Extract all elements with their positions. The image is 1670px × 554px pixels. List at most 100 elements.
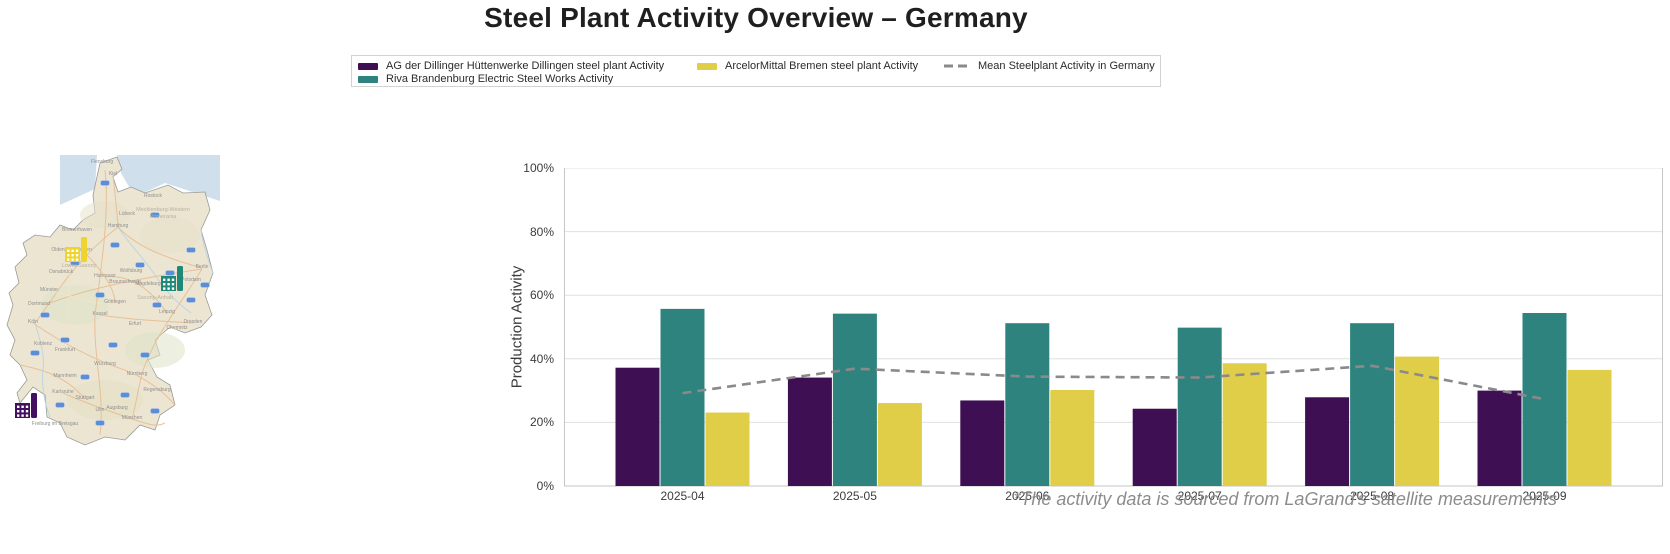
- bar: [1567, 369, 1612, 486]
- city-label: Freiburg im Breisgau: [32, 421, 79, 427]
- germany-map: Kiel Flensburg Rostock Lübeck Hamburg Bremerh…: [5, 155, 228, 455]
- city-labels: Kiel Flensburg Rostock Lübeck Hamburg Bremerh…: [28, 159, 209, 427]
- x-tick-label: 2025-05: [832, 489, 877, 503]
- city-label: Berlin: [196, 264, 209, 270]
- plant-markers: [15, 237, 183, 418]
- city-label: Karlsruhe: [52, 389, 74, 395]
- motorway-badge-icon: [100, 180, 110, 186]
- motorway-badge-icon: [60, 337, 70, 343]
- city-label: Nürnberg: [127, 371, 148, 377]
- bar: [615, 367, 660, 486]
- bar: [1222, 363, 1267, 486]
- bar: [705, 412, 750, 486]
- city-label: Regensburg: [143, 387, 170, 393]
- motorway-badge-icon: [186, 297, 196, 303]
- bar: [1350, 323, 1395, 486]
- motorway-badge-icon: [55, 402, 65, 408]
- germany-map-svg: Kiel Flensburg Rostock Lübeck Hamburg Bremerh…: [6, 155, 220, 446]
- legend-label: ArcelorMittal Bremen steel plant Activit…: [725, 60, 919, 72]
- motorway-badge-icon: [150, 408, 160, 414]
- city-label: Bremerhaven: [62, 227, 92, 233]
- north-sea: [60, 155, 97, 205]
- bar: [787, 377, 832, 486]
- bar: [1305, 397, 1350, 486]
- bar: [1522, 313, 1567, 486]
- city-label: Dresden: [184, 319, 203, 325]
- city-label: Hamburg: [108, 223, 129, 229]
- chart-legend: AG der Dillinger Hüttenwerke Dillingen s…: [351, 55, 1161, 87]
- y-tick-label: 60%: [529, 288, 554, 303]
- region-label: Saxony-Anhalt: [137, 295, 173, 301]
- bar-chart-plot: [564, 168, 1663, 487]
- legend-item-mean: Mean Steelplant Activity in Germany: [944, 59, 1155, 73]
- city-label: Augsburg: [106, 405, 128, 411]
- page-title: Steel Plant Activity Overview – Germany: [484, 2, 1028, 33]
- legend-item-riva: Riva Brandenburg Electric Steel Works Ac…: [358, 72, 613, 86]
- x-tick-label: 2025-08: [1350, 489, 1395, 503]
- legend-item-dillinger: AG der Dillinger Hüttenwerke Dillingen s…: [358, 59, 664, 73]
- city-label: Koblenz: [34, 341, 53, 347]
- dashed-line-marker-icon: [944, 64, 970, 68]
- motorway-badge-icon: [108, 342, 118, 348]
- motorway-badge-icon: [30, 350, 40, 356]
- city-label: Osnabrück: [49, 269, 74, 275]
- y-axis-title: Production Activity: [508, 265, 526, 389]
- motorway-badge-icon: [150, 212, 160, 218]
- city-label: Braunschweig: [109, 279, 141, 285]
- city-label: Leipzig: [159, 309, 175, 315]
- y-tick-label: 20%: [529, 415, 554, 430]
- dillinger-color-swatch: [358, 62, 378, 70]
- bar: [1050, 389, 1095, 486]
- region-label: Mecklenburg-Western: [136, 207, 190, 213]
- legend-label: Riva Brandenburg Electric Steel Works Ac…: [386, 73, 614, 85]
- legend-label: AG der Dillinger Hüttenwerke Dillingen s…: [386, 60, 665, 72]
- motorway-badge-icon: [152, 302, 162, 308]
- city-label: München: [122, 415, 143, 421]
- legend-item-arcelor: ArcelorMittal Bremen steel plant Activit…: [697, 59, 918, 73]
- x-tick-label: 2025-04: [660, 489, 705, 503]
- mean-line: [682, 364, 1545, 401]
- y-tick-label: 100%: [523, 161, 554, 175]
- city-label: Würzburg: [94, 361, 116, 367]
- bar: [960, 400, 1005, 486]
- region-label: Lower Saxony: [62, 263, 97, 269]
- baltic-sea: [117, 155, 220, 201]
- x-tick-label: 2025-06: [1005, 489, 1050, 503]
- y-tick-label: 0%: [536, 479, 554, 493]
- motorway-badge-icon: [110, 242, 120, 248]
- x-tick-label: 2025-09: [1522, 489, 1567, 503]
- city-label: Mannheim: [53, 373, 76, 379]
- city-label: Wolfsburg: [120, 268, 143, 274]
- city-label: Kiel: [109, 171, 117, 177]
- city-label: Magdeburg: [135, 281, 161, 287]
- city-label: Köln: [28, 319, 38, 325]
- arcelor-color-swatch: [697, 62, 717, 70]
- factory-icon: [15, 393, 37, 418]
- motorway-badge-icon: [140, 352, 150, 358]
- motorway-badge-icon: [200, 282, 210, 288]
- city-label: Flensburg: [91, 159, 113, 165]
- bar: [877, 403, 922, 486]
- bar: [832, 313, 877, 486]
- bar: [1132, 408, 1177, 486]
- city-label: Erfurt: [129, 321, 142, 327]
- y-tick-label: 40%: [529, 351, 554, 366]
- city-label: Stuttgart: [76, 395, 96, 401]
- city-label: Münster: [40, 287, 58, 293]
- bar: [1477, 390, 1522, 486]
- motorway-badge-icon: [95, 420, 105, 426]
- x-tick-label: 2025-07: [1177, 489, 1222, 503]
- bar: [1395, 356, 1440, 486]
- city-label: Chemnitz: [166, 325, 188, 331]
- city-label: Kassel: [92, 311, 107, 317]
- city-label: Potsdam: [181, 277, 201, 283]
- bar: [1177, 327, 1222, 486]
- city-label: Ulm: [96, 407, 105, 413]
- factory-icon: [65, 237, 87, 262]
- bar: [1005, 323, 1050, 486]
- factory-icon: [161, 266, 183, 291]
- motorway-badge-icon: [80, 374, 90, 380]
- motorway-badge-icon: [120, 392, 130, 398]
- motorway-badge-icon: [135, 262, 145, 268]
